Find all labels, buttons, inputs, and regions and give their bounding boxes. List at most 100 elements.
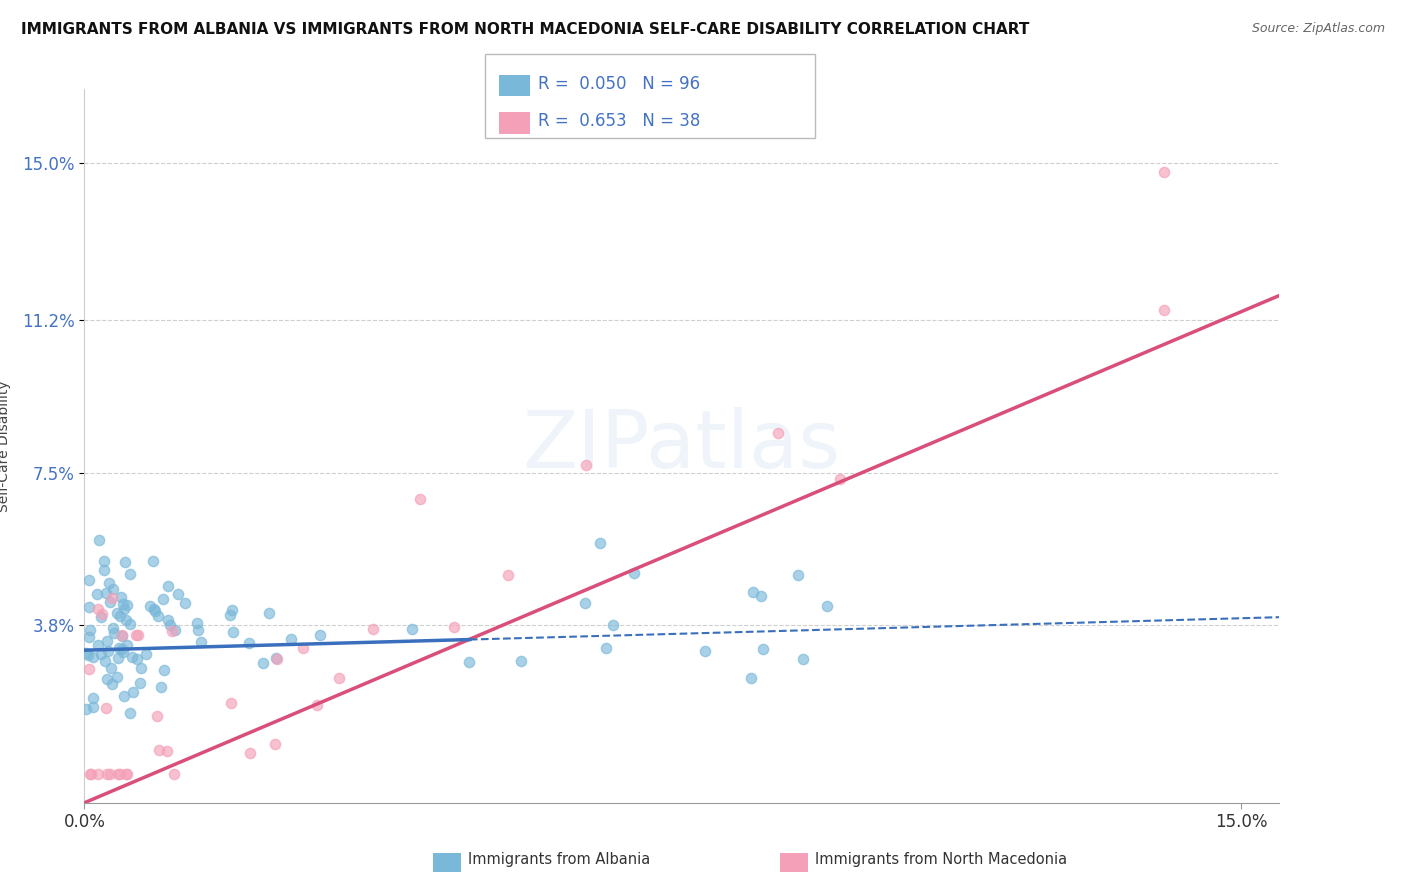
Point (409, 491, 432, 506)
Point (401, 622, 423, 636)
Point (110, 628, 132, 642)
Point (107, 670, 129, 684)
Point (108, 767, 131, 781)
Point (87, 767, 110, 781)
Point (94, 701, 117, 715)
Text: R =  0.653   N = 38: R = 0.653 N = 38 (538, 112, 700, 130)
Point (97, 576, 120, 591)
Point (125, 652, 148, 666)
Point (122, 685, 145, 699)
Point (77, 573, 100, 587)
Y-axis label: Self-Care Disability: Self-Care Disability (0, 380, 11, 512)
Point (595, 641, 617, 656)
Point (108, 608, 131, 623)
Point (266, 651, 288, 665)
Text: Immigrants from North Macedonia: Immigrants from North Macedonia (815, 853, 1067, 867)
Point (259, 607, 281, 621)
Point (219, 696, 242, 710)
Point (152, 663, 174, 677)
Point (328, 671, 350, 685)
Point (146, 609, 169, 624)
Point (112, 689, 135, 703)
Point (101, 582, 124, 597)
Point (792, 651, 814, 665)
Point (89, 610, 111, 624)
Point (186, 616, 208, 631)
Point (125, 628, 148, 642)
Point (139, 599, 162, 613)
Point (79, 767, 101, 781)
Point (221, 625, 243, 640)
Point (156, 744, 179, 758)
Point (127, 628, 149, 642)
Point (115, 598, 138, 612)
Point (602, 618, 624, 632)
Point (115, 613, 138, 627)
Point (163, 767, 186, 781)
Point (623, 566, 645, 580)
Point (93, 563, 115, 577)
Point (156, 613, 179, 627)
Text: R =  0.050   N = 96: R = 0.050 N = 96 (538, 75, 700, 93)
Point (280, 632, 302, 647)
Point (90, 648, 112, 662)
Point (574, 458, 596, 472)
Point (93, 554, 115, 568)
Point (96, 634, 118, 648)
Point (305, 698, 328, 712)
Point (101, 677, 124, 691)
Point (112, 644, 135, 658)
Point (120, 706, 142, 720)
Point (100, 661, 122, 675)
Point (589, 536, 612, 550)
Text: Immigrants from Albania: Immigrants from Albania (468, 853, 651, 867)
Point (156, 579, 179, 593)
Point (159, 618, 181, 632)
Point (574, 596, 596, 610)
Point (112, 602, 135, 616)
Point (145, 709, 167, 723)
Point (120, 566, 142, 581)
Text: ZIPatlas: ZIPatlas (523, 407, 841, 485)
Point (117, 638, 139, 652)
Point (103, 626, 125, 640)
Point (148, 743, 170, 757)
Point (110, 590, 132, 604)
Point (149, 680, 172, 694)
Point (87, 638, 110, 652)
Point (107, 767, 129, 781)
Point (121, 649, 143, 664)
Point (190, 635, 212, 649)
Point (111, 629, 134, 643)
Point (768, 425, 790, 440)
Point (105, 606, 128, 620)
Point (786, 568, 808, 582)
Point (82, 649, 104, 664)
Point (361, 622, 384, 636)
Point (77, 663, 100, 677)
Point (94, 654, 117, 668)
Point (163, 624, 186, 638)
Point (114, 555, 136, 569)
Point (82, 700, 104, 714)
Point (152, 592, 174, 607)
Point (458, 655, 481, 669)
Point (308, 628, 330, 642)
Text: Source: ZipAtlas.com: Source: ZipAtlas.com (1251, 22, 1385, 36)
Point (741, 584, 763, 599)
Point (107, 640, 129, 655)
Point (263, 737, 285, 751)
Point (166, 587, 188, 601)
Point (75, 646, 97, 660)
Point (77, 630, 100, 644)
Point (96, 673, 118, 687)
Point (80, 767, 103, 781)
Point (252, 656, 274, 670)
Point (87, 602, 110, 616)
Point (98, 767, 121, 781)
Point (89, 533, 111, 547)
Point (239, 747, 262, 761)
Point (91, 607, 114, 621)
Point (97, 644, 120, 658)
Point (96, 767, 118, 781)
